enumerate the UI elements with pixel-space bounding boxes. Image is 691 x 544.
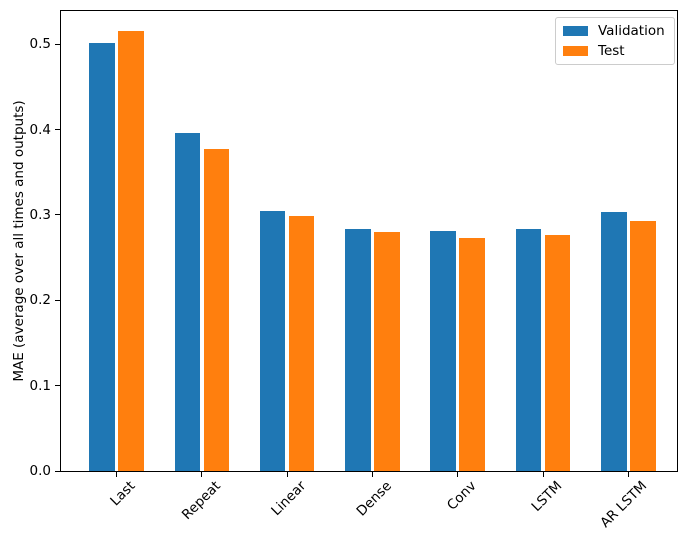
bar-test-linear [288, 215, 315, 471]
bar-test-repeat [203, 149, 230, 471]
y-tick-label-0: 0.0 [29, 463, 51, 479]
bar-test-ar-lstm [630, 220, 656, 471]
bar-validation-lstm [515, 228, 542, 471]
y-tick-mark-0 [55, 470, 60, 472]
x-tick-label-conv: Conv [444, 478, 481, 514]
x-tick-mark-dense [371, 472, 373, 477]
y-tick-label-0.2: 0.2 [29, 292, 51, 309]
x-tick-mark-repeat [201, 472, 203, 477]
x-tick-label-ar-lstm: AR LSTM [597, 478, 651, 531]
y-tick-label-0.5: 0.5 [29, 36, 51, 53]
bar-test-dense [374, 232, 400, 471]
y-tick-label-0.3: 0.3 [29, 206, 51, 223]
x-tick-mark-last [116, 472, 117, 477]
bar-validation-last [89, 43, 115, 471]
bar-test-lstm [544, 234, 571, 471]
x-tick-mark-linear [286, 472, 288, 477]
bar-validation-conv [430, 231, 456, 471]
y-tick-mark-0.3 [55, 214, 60, 216]
y-axis-label: MAE (average over all times and outputs) [11, 100, 27, 382]
x-tick-label-linear: Linear [268, 478, 310, 519]
bar-validation-dense [345, 228, 371, 471]
y-tick-mark-0.1 [55, 385, 60, 387]
x-tick-mark-ar-lstm [627, 472, 629, 477]
y-tick-label-0.1: 0.1 [29, 377, 51, 394]
y-tick-mark-0.4 [55, 129, 60, 131]
bar-validation-repeat [174, 133, 201, 471]
test-series-swatch [563, 46, 588, 56]
legend-entry-test: Test [563, 44, 666, 58]
x-tick-label-repeat: Repeat [179, 478, 225, 523]
legend-entry-validation: Validation [563, 24, 666, 38]
x-tick-label-last: Last [107, 478, 139, 510]
y-tick-mark-0.2 [55, 299, 60, 301]
legend-label-test: Test [598, 43, 625, 59]
legend: Validation Test [555, 17, 675, 65]
validation-series-swatch [563, 26, 588, 36]
x-tick-mark-lstm [542, 472, 544, 477]
x-tick-label-dense: Dense [353, 478, 395, 520]
bar-validation-linear [259, 210, 286, 471]
bar-test-conv [459, 238, 485, 471]
bar-validation-ar-lstm [601, 211, 627, 471]
y-tick-mark-0.5 [55, 43, 60, 45]
x-tick-label-lstm: LSTM [528, 478, 566, 515]
bar-test-last [118, 30, 144, 471]
y-tick-label-0.4: 0.4 [29, 121, 51, 138]
x-tick-mark-conv [457, 472, 459, 477]
legend-label-validation: Validation [598, 23, 665, 39]
